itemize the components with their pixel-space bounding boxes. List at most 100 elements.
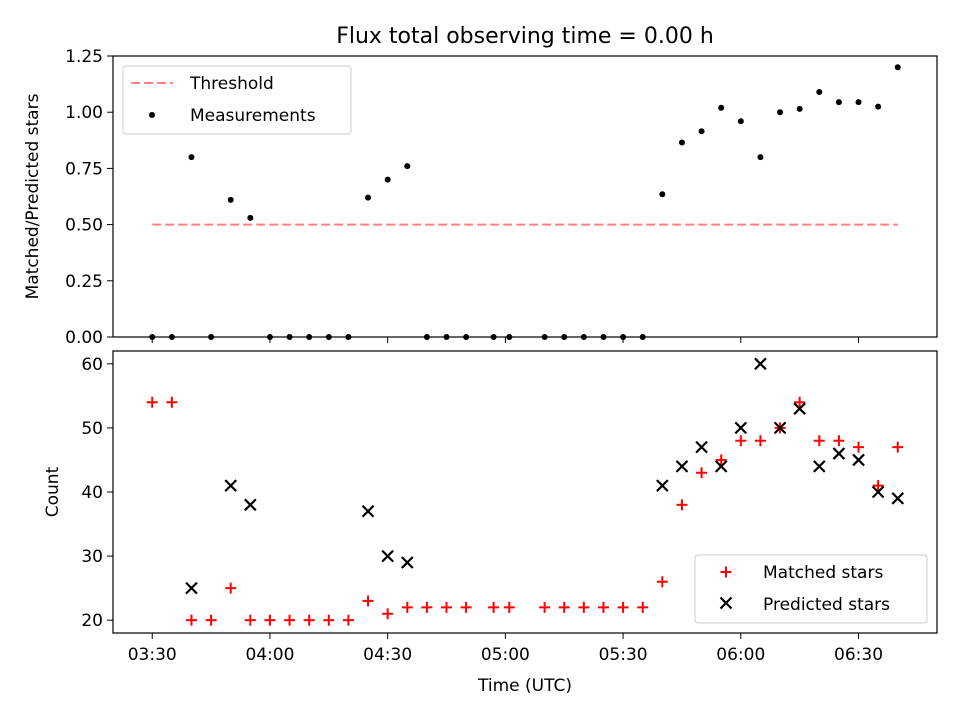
predicted-star-point	[381, 549, 394, 563]
matched-star-point	[460, 601, 472, 613]
x-tick-label: 03:30	[128, 645, 177, 665]
legend-box	[122, 65, 352, 135]
x-tick-label: 04:30	[363, 645, 412, 665]
matched-star-point	[696, 467, 708, 479]
measurement-point	[286, 334, 293, 340]
legend-threshold-label: Threshold	[189, 74, 274, 94]
legend-measurements-swatch	[149, 112, 155, 118]
matched-star-point	[323, 614, 335, 626]
predicted-star-point	[734, 421, 748, 435]
matched-star-point	[597, 601, 609, 613]
measurement-point	[384, 176, 391, 183]
measurement-point	[620, 334, 627, 340]
measurement-point	[490, 334, 497, 340]
measurement-point	[325, 334, 332, 340]
predicted-star-point	[871, 485, 885, 499]
y-tick-label: 0.50	[65, 216, 103, 236]
measurement-point	[600, 334, 607, 340]
matched-star-point	[656, 576, 668, 588]
matched-star-point	[284, 614, 296, 626]
x-tick-label: 06:30	[834, 645, 883, 665]
y-axis-label: Matched/Predicted stars	[23, 93, 43, 299]
y-tick-label: 0.75	[65, 159, 103, 179]
measurement-point	[404, 163, 411, 170]
predicted-star-point	[832, 447, 846, 460]
x-tick-label: 04:00	[245, 645, 294, 665]
y-tick-label: 1.25	[65, 47, 103, 67]
legend-measurements-label: Measurements	[190, 106, 316, 126]
predicted-star-point	[714, 460, 728, 473]
measurement-point	[149, 334, 156, 340]
matched-star-point	[794, 396, 806, 408]
matched-star-point	[872, 480, 884, 492]
x-tick-label: 05:00	[481, 645, 530, 665]
measurement-point	[561, 334, 568, 340]
matched-star-point	[637, 601, 649, 613]
measurement-point	[423, 334, 430, 340]
measurement-point	[188, 154, 195, 161]
matched-star-point	[264, 614, 276, 626]
measurement-point	[306, 334, 313, 340]
y-axis-label: Count	[43, 466, 63, 517]
predicted-star-point	[675, 460, 689, 473]
y-tick-label: 40	[81, 483, 103, 503]
matched-star-point	[617, 601, 629, 613]
legend-matched-label: Matched stars	[763, 563, 883, 583]
matched-star-point	[146, 396, 158, 408]
measurement-point	[659, 191, 666, 198]
legend-box	[694, 554, 928, 624]
predicted-star-point	[891, 492, 905, 505]
y-tick-label: 20	[81, 611, 103, 631]
measurement-point	[168, 334, 175, 340]
matched-star-point	[488, 601, 500, 613]
matched-star-point	[676, 499, 688, 511]
measurement-point	[816, 88, 823, 95]
measurement-point	[208, 334, 215, 340]
matched-star-point	[205, 614, 217, 626]
chart-title: Flux total observing time = 0.00 h	[336, 24, 714, 49]
measurement-point	[345, 334, 352, 340]
measurement-point	[698, 128, 705, 135]
matched-star-point	[342, 614, 354, 626]
matched-star-point	[303, 614, 315, 626]
measurement-point	[639, 334, 646, 340]
measurement-point	[541, 334, 548, 340]
measurement-point	[678, 139, 685, 146]
predicted-star-point	[224, 479, 237, 492]
matched-star-point	[813, 435, 825, 447]
matched-star-point	[382, 608, 394, 620]
axes-frame	[112, 55, 938, 338]
predicted-star-point	[754, 357, 767, 371]
predicted-star-point	[185, 581, 198, 595]
matched-star-point	[401, 601, 413, 613]
x-tick-label: 06:00	[716, 645, 765, 665]
predicted-star-point	[813, 460, 826, 473]
predicted-star-point	[401, 556, 414, 569]
matched-star-point	[441, 601, 453, 613]
matched-star-point	[833, 435, 845, 447]
matched-star-point	[185, 614, 197, 626]
measurement-point	[227, 196, 234, 203]
measurement-point	[443, 334, 450, 340]
y-tick-label: 0.00	[65, 328, 103, 348]
matched-star-point	[244, 614, 256, 626]
x-tick-label: 05:30	[599, 645, 648, 665]
matched-star-point	[754, 435, 766, 447]
predicted-star-point	[244, 498, 257, 512]
legend-predicted-swatch	[719, 596, 733, 610]
legend-predicted-label: Predicted stars	[763, 595, 890, 615]
panel-bottom: 20 30 40 50 60 03:30 04:00 04:30 05:00 05:30 06:00…	[43, 350, 938, 696]
measurement-point	[757, 154, 764, 161]
legend-matched-swatch	[720, 566, 732, 578]
matched-star-point	[539, 601, 551, 613]
matched-star-point	[892, 441, 904, 453]
matched-star-point	[715, 454, 727, 466]
measurement-point	[796, 105, 803, 112]
y-tick-label: 30	[81, 547, 103, 567]
measurement-point	[835, 99, 842, 106]
x-axis-label: Time (UTC)	[477, 676, 572, 696]
panel-top: 0.00 0.25 0.50 0.75 1.00 1.25 Matched/Predicte…	[23, 47, 938, 348]
measurement-point	[718, 104, 725, 111]
predicted-star-point	[793, 402, 806, 415]
measurement-point	[855, 99, 862, 106]
